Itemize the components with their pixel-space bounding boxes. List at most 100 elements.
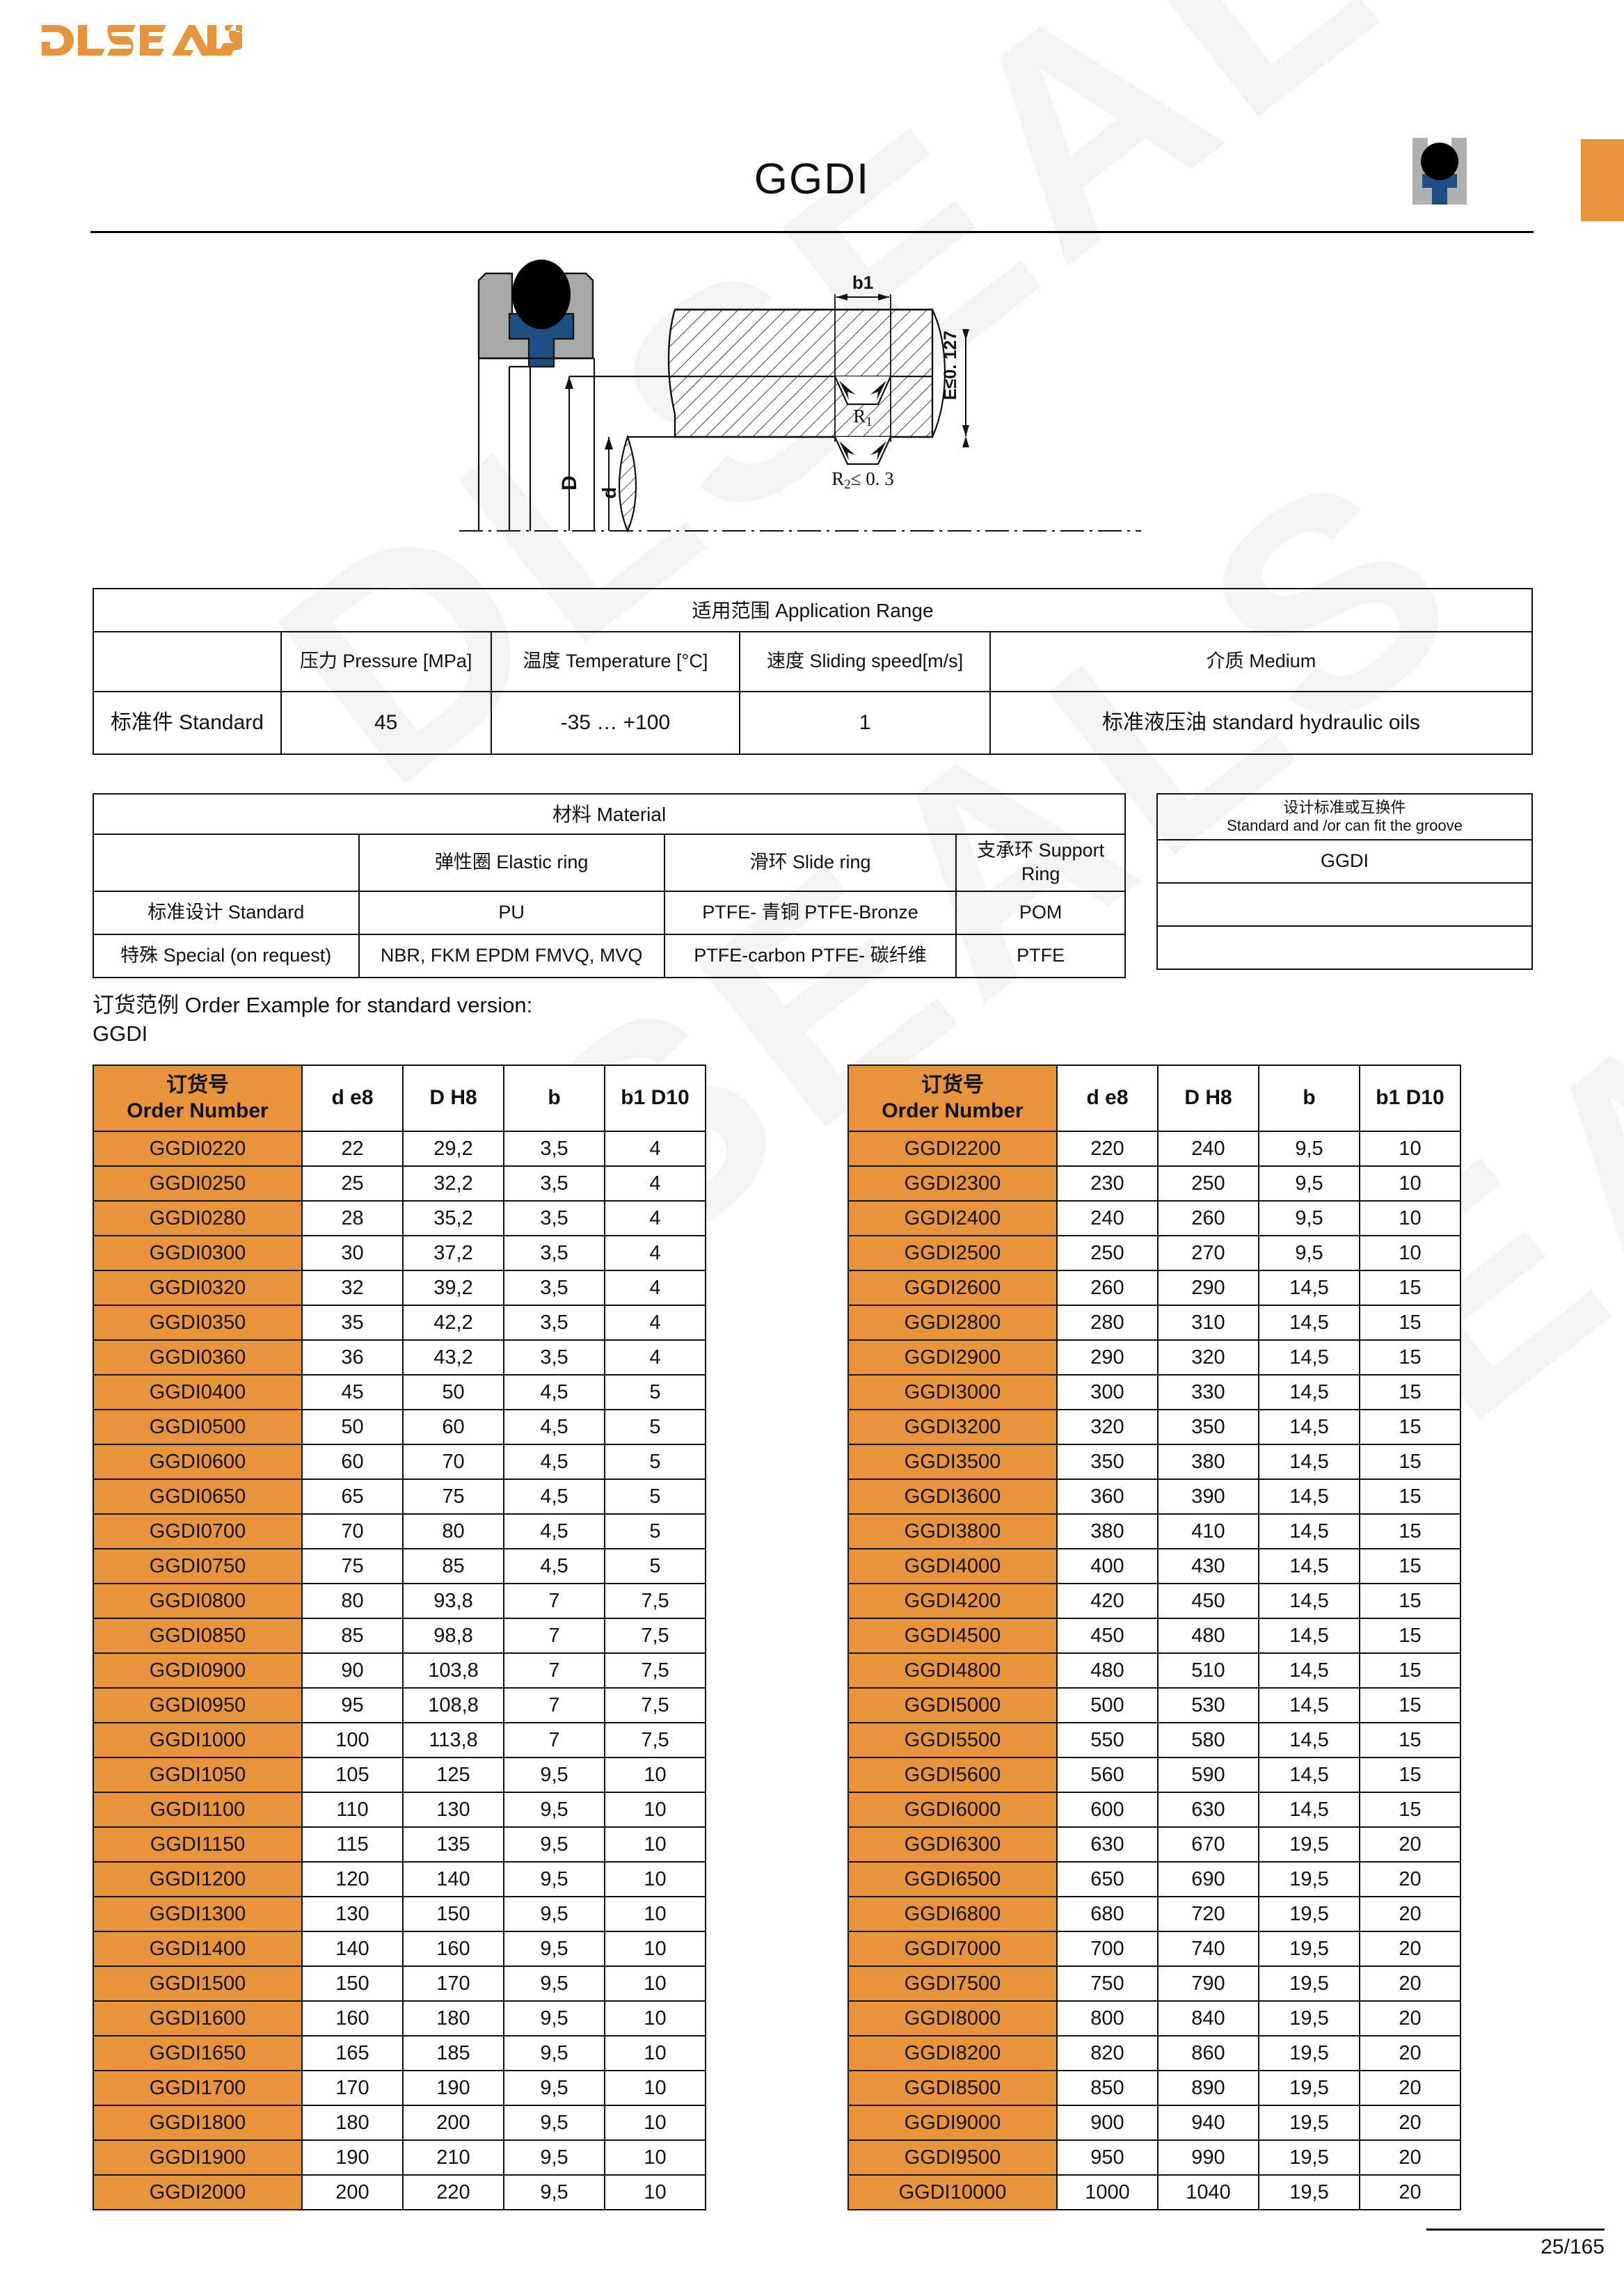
value-b: 9,5 (503, 1931, 605, 1967)
value-d: 200 (301, 2174, 404, 2210)
standard-groove-banner-en: Standard and /or can fit the groove (1227, 816, 1463, 834)
value-d: 220 (1056, 1131, 1159, 1167)
value-D: 510 (1157, 1652, 1259, 1689)
value-d: 170 (301, 2070, 404, 2106)
mat-special-elastic: NBR, FKM EPDM FMVQ, MVQ (358, 933, 665, 978)
col-header-b1: b1 D10 (604, 1065, 706, 1132)
table-row: GGDI9000 900 940 19,5 20 (847, 2105, 1461, 2141)
table-row: GGDI0500 50 60 4,5 5 (93, 1409, 706, 1445)
value-b: 19,5 (1258, 2035, 1360, 2071)
material-table: 材料 Material 弹性圈 Elastic ring 滑环 Slide ri… (93, 793, 1126, 978)
table-row: GGDI6000 600 630 14,5 15 (847, 1792, 1461, 1828)
value-D: 185 (402, 2035, 504, 2071)
value-b1: 15 (1359, 1339, 1461, 1376)
order-number: GGDI1200 (93, 1861, 303, 1897)
order-number: GGDI0360 (93, 1339, 303, 1376)
value-D: 450 (1157, 1583, 1259, 1619)
order-number: GGDI0250 (93, 1165, 303, 1202)
col-header-b: b (1258, 1065, 1360, 1132)
value-b1: 20 (1359, 1931, 1461, 1967)
order-number: GGDI10000 (847, 2174, 1058, 2210)
dim-label-b1: b1 (852, 272, 873, 293)
value-D: 130 (402, 1792, 504, 1828)
value-D: 310 (1157, 1305, 1259, 1341)
value-b1: 15 (1359, 1687, 1461, 1723)
order-number: GGDI2000 (93, 2174, 303, 2210)
standard-groove-table: 设计标准或互换件 Standard and /or can fit the gr… (1156, 793, 1533, 970)
value-b1: 20 (1359, 1966, 1461, 2002)
table-row: GGDI0350 35 42,2 3,5 4 (93, 1305, 706, 1341)
order-number: GGDI7000 (847, 1931, 1058, 1967)
value-d: 500 (1056, 1687, 1159, 1723)
table-row: GGDI0360 36 43,2 3,5 4 (93, 1339, 706, 1376)
order-number: GGDI0350 (93, 1305, 303, 1341)
app-value-pressure: 45 (280, 691, 492, 755)
value-b1: 15 (1359, 1374, 1461, 1410)
value-d: 30 (301, 1235, 404, 1271)
value-D: 270 (1157, 1235, 1259, 1271)
app-row-label: 标准件 Standard (93, 691, 282, 755)
value-D: 430 (1157, 1548, 1259, 1584)
value-b1: 15 (1359, 1409, 1461, 1445)
order-number: GGDI0500 (93, 1409, 303, 1445)
value-b: 19,5 (1258, 1966, 1360, 2002)
value-D: 690 (1157, 1861, 1259, 1897)
value-d: 450 (1056, 1618, 1159, 1654)
value-b1: 10 (604, 2035, 706, 2071)
value-b: 4,5 (503, 1444, 605, 1480)
value-d: 36 (301, 1339, 404, 1376)
table-row: GGDI0280 28 35,2 3,5 4 (93, 1200, 706, 1236)
col-header-order-number: 订货号 Order Number (93, 1065, 303, 1132)
order-number: GGDI0300 (93, 1235, 303, 1271)
value-b1: 10 (604, 1896, 706, 1932)
table-row: GGDI0220 22 29,2 3,5 4 (93, 1131, 706, 1167)
value-D: 390 (1157, 1478, 1259, 1515)
value-b1: 15 (1359, 1722, 1461, 1758)
value-b1: 4 (604, 1339, 706, 1376)
value-D: 320 (1157, 1339, 1259, 1376)
value-D: 290 (1157, 1270, 1259, 1306)
value-b1: 7,5 (604, 1618, 706, 1654)
value-b: 19,5 (1258, 2000, 1360, 2036)
order-table-right: 订货号 Order Number d e8 D H8 b b1 D10 GGDI… (847, 1065, 1461, 2210)
value-b: 14,5 (1258, 1444, 1360, 1480)
value-b: 19,5 (1258, 2070, 1360, 2106)
order-number: GGDI5500 (847, 1722, 1058, 1758)
value-D: 93,8 (402, 1583, 504, 1619)
value-D: 330 (1157, 1374, 1259, 1410)
table-row: GGDI1700 170 190 9,5 10 (93, 2070, 706, 2106)
value-b1: 5 (604, 1409, 706, 1445)
mat-row-special-label: 特殊 Special (on request) (93, 933, 360, 978)
standard-groove-banner: 设计标准或互换件 Standard and /or can fit the gr… (1156, 793, 1533, 840)
value-D: 350 (1157, 1409, 1259, 1445)
value-d: 65 (301, 1478, 404, 1515)
table-row: GGDI0700 70 80 4,5 5 (93, 1513, 706, 1549)
table-row: GGDI1100 110 130 9,5 10 (93, 1792, 706, 1828)
order-number: GGDI0850 (93, 1618, 303, 1654)
value-d: 165 (301, 2035, 404, 2071)
value-b1: 10 (1359, 1131, 1461, 1167)
value-D: 135 (402, 1826, 504, 1863)
order-number: GGDI1600 (93, 2000, 303, 2036)
value-b: 9,5 (503, 1757, 605, 1793)
value-b1: 10 (1359, 1200, 1461, 1236)
value-b: 7 (503, 1722, 605, 1758)
value-D: 50 (402, 1374, 504, 1410)
order-number: GGDI4000 (847, 1548, 1058, 1584)
col-header-order-number: 订货号 Order Number (847, 1065, 1058, 1132)
order-number: GGDI1100 (93, 1792, 303, 1828)
col-header-order-number-cn: 订货号 (921, 1073, 984, 1097)
value-D: 200 (402, 2105, 504, 2141)
value-b1: 5 (604, 1513, 706, 1549)
order-number: GGDI1000 (93, 1722, 303, 1758)
value-b1: 20 (1359, 1861, 1461, 1897)
app-value-speed: 1 (739, 691, 991, 755)
value-d: 1000 (1056, 2174, 1159, 2210)
value-b: 14,5 (1258, 1339, 1360, 1376)
value-d: 300 (1056, 1374, 1159, 1410)
order-number: GGDI0750 (93, 1548, 303, 1584)
value-d: 290 (1056, 1339, 1159, 1376)
value-b1: 7,5 (604, 1583, 706, 1619)
value-D: 210 (402, 2139, 504, 2176)
mat-header-elastic-ring: 弹性圈 Elastic ring (358, 834, 665, 892)
